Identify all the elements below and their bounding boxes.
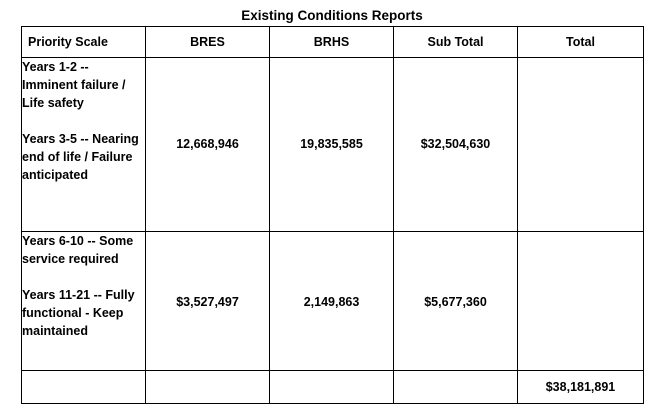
brhs-value: 2,149,863 — [269, 230, 394, 371]
subtotal-header: Sub Total — [393, 25, 518, 59]
priority-cell: Years 1-2 -- Imminent failure / Life saf… — [21, 57, 146, 232]
priority-label: Years 1-2 -- Imminent failure / Life saf… — [22, 60, 126, 111]
report-title: Existing Conditions Reports — [241, 8, 423, 23]
brhs-header: BRHS — [269, 25, 394, 59]
grand-total-subtotal-cell — [393, 369, 518, 405]
grand-total-bres-cell — [145, 369, 270, 405]
priority-cell: Years 6-10 -- Some service required Year… — [21, 230, 146, 371]
priority-label: Years 3-5 -- Nearing end of life / Failu… — [22, 132, 139, 183]
grand-total-value: $38,181,891 — [517, 369, 644, 405]
total-value — [517, 57, 644, 232]
grand-total-row: $38,181,891 — [21, 369, 644, 405]
bres-value: 12,668,946 — [145, 57, 270, 232]
priority-label: Years 11-21 -- Fully functional - Keep m… — [22, 287, 135, 338]
total-value — [517, 230, 644, 371]
priority-scale-header: Priority Scale — [21, 25, 146, 59]
table-row: Years 6-10 -- Some service required Year… — [21, 230, 644, 371]
table-row: Years 1-2 -- Imminent failure / Life saf… — [21, 57, 644, 232]
bres-value: $3,527,497 — [145, 230, 270, 371]
conditions-table: Priority Scale BRES BRHS Sub Total Total… — [21, 25, 644, 405]
bres-header: BRES — [145, 25, 270, 59]
grand-total-priority-cell — [21, 369, 146, 405]
total-header: Total — [517, 25, 644, 59]
header-row: Priority Scale BRES BRHS Sub Total Total — [21, 25, 644, 59]
subtotal-value: $5,677,360 — [393, 230, 518, 371]
subtotal-value: $32,504,630 — [393, 57, 518, 232]
grand-total-brhs-cell — [269, 369, 394, 405]
priority-label: Years 6-10 -- Some service required — [22, 233, 134, 266]
brhs-value: 19,835,585 — [269, 57, 394, 232]
